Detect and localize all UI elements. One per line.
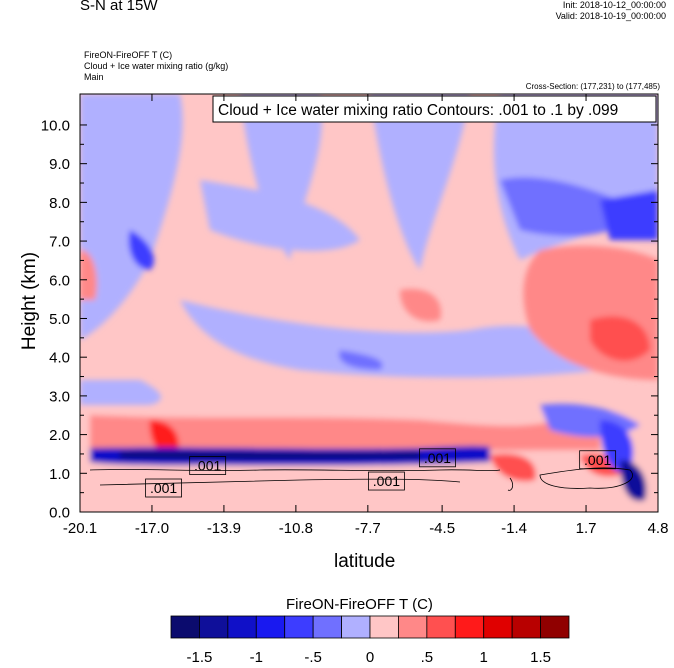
shaded-field-label: FireON-FireOFF T (C) [84,50,173,60]
colorbar: -1.5 -1 -.5 0 .5 1 1.5 [170,615,570,666]
valid-time: Valid: 2018-10-19_00:00:00 [555,11,666,21]
colorbar-swatch [341,615,371,639]
init-time: Init: 2018-10-12_00:00:00 [562,0,666,10]
y-tick-label: 3.0 [49,388,70,405]
colorbar-label: -1 [250,649,263,666]
colorbar-swatch [227,615,257,639]
x-tick-label: -7.7 [355,520,381,537]
contour-field-label: Cloud + Ice water mixing ratio (g/kg) [84,61,229,71]
colorbar-label: -.5 [304,649,322,666]
contour-label-box [368,471,405,491]
y-axis: 0.0 1.0 2.0 3.0 4.0 5.0 6.0 7.0 8.0 9.0 10.0 [41,117,658,522]
y-tick-label: 5.0 [49,311,70,328]
colorbar-swatch [426,615,456,639]
contour-label-box [419,448,456,468]
colorbar-label: 1.5 [530,649,551,666]
contour-label: .001 [424,450,451,466]
colorbar-swatch [199,615,229,639]
colorbar-swatch [170,615,200,639]
x-tick-label: -17.0 [135,520,169,537]
colorbar-swatch [454,615,485,639]
contour-labels: .001 .001 .001 .001 .001 [145,448,617,498]
y-tick-label: 4.0 [49,350,70,367]
colorbar-swatch [398,615,428,639]
y-tick-label: 9.0 [49,156,70,173]
colorbar-swatch [540,615,570,639]
y-tick-label: 0.0 [49,505,70,522]
contour-label-box [579,450,617,470]
contour-label: .001 [150,480,177,496]
contour-label: .001 [373,473,400,489]
x-tick-label: -13.9 [207,520,241,537]
contour-label-box [189,456,227,475]
colorbar-swatch [255,615,286,639]
temperature-difference-field [80,94,658,512]
x-axis-label: latitude [334,551,396,572]
y-tick-label: 7.0 [49,234,70,251]
chart-title: Cloud + Ice water mixing ratio Contours:… [218,102,618,119]
colorbar-swatch [312,615,342,639]
y-tick-label: 10.0 [41,117,70,134]
colorbar-swatch [369,615,399,639]
x-tick-label: -20.1 [63,520,97,537]
x-tick-label: -10.8 [279,520,313,537]
x-tick-label: 1.7 [576,520,597,537]
cross-section-label: Cross-Section: (177,231) to (177,485) [525,82,660,91]
colorbar-label: 1 [480,649,488,666]
init-valid-times: Init: 2018-10-12_00:00:00 Valid: 2018-10… [556,0,666,22]
x-tick-label: 4.8 [648,520,669,537]
y-tick-label: 1.0 [49,466,70,483]
colorbar-title: FireON-FireOFF T (C) [286,596,433,613]
colorbar-label: 0 [366,649,374,666]
x-tick-label: -4.5 [429,520,455,537]
x-axis: -20.1 -17.0 -13.9 -10.8 -7.7 -4.5 -1.4 1.7 4.8 [63,94,669,537]
colorbar-label: .5 [421,649,434,666]
contour-label-box [145,478,182,498]
chart-title-box [212,95,657,123]
domain-label: Main [84,72,104,82]
colorbar-swatch [511,615,541,639]
x-tick-label: -1.4 [501,520,527,537]
plot-title: S-N at 15W [80,0,158,14]
y-tick-label: 8.0 [49,195,70,212]
contour-label: .001 [194,458,221,474]
colorbar-swatch [284,615,314,639]
contour-label: .001 [584,452,611,468]
y-tick-label: 6.0 [49,272,70,289]
y-axis-label: Height (km) [19,251,40,351]
colorbar-label: -1.5 [186,649,212,666]
y-tick-label: 2.0 [49,427,70,444]
field-description: FireON-FireOFF T (C) Cloud + Ice water m… [84,50,228,83]
colorbar-swatch [483,615,513,639]
plot-frame [79,93,659,513]
